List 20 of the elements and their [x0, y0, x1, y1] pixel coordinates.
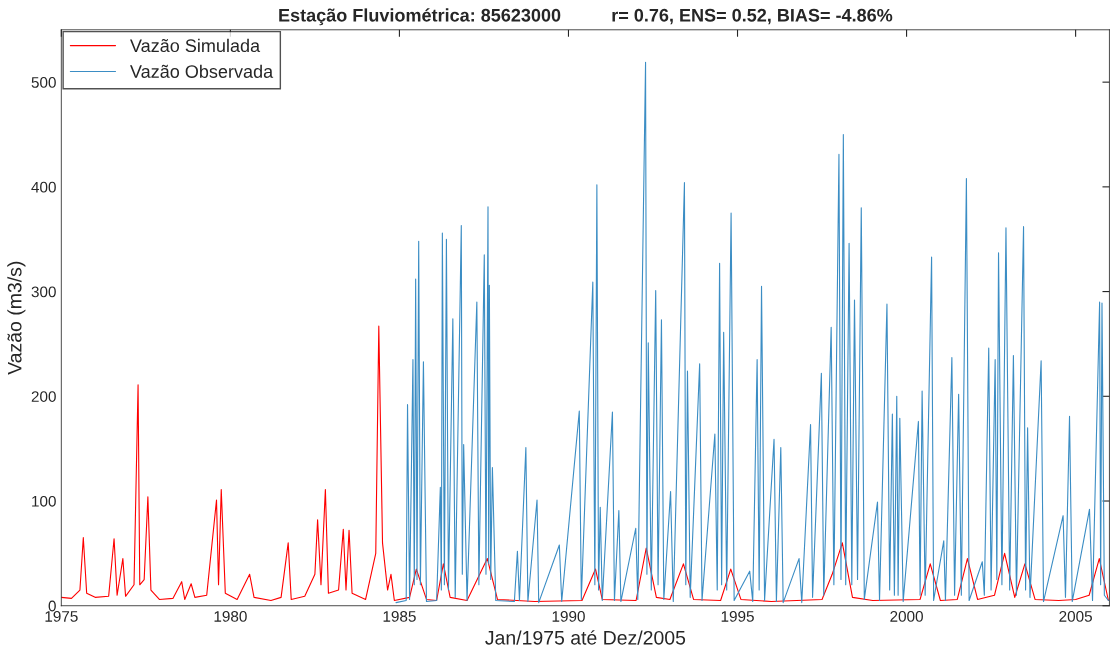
x-tick-label: 1985 — [383, 610, 416, 622]
line-series — [395, 61, 1109, 604]
x-axis-title: Jan/1975 até Dez/2005 — [485, 630, 686, 645]
y-tick-label: 300 — [31, 286, 56, 298]
y-tick-label: 200 — [31, 391, 56, 402]
x-tick-label: 2000 — [890, 610, 923, 622]
x-tick-label: 1980 — [214, 610, 247, 622]
y-tick-label: 400 — [31, 181, 56, 193]
x-tick-label: 1995 — [721, 610, 754, 622]
legend-label: Vazão Observada — [130, 64, 274, 78]
y-tick-label: 0 — [48, 600, 56, 612]
chart-title: Estação Fluviométrica: 85623000 r= 0.76, ENS= 0.52, BIAS= -4.86% — [279, 8, 893, 26]
x-tick-label: 1990 — [552, 610, 585, 622]
y-tick-label: 100 — [32, 495, 56, 507]
y-tick-label: 500 — [31, 77, 56, 88]
legend-label: Vazão Simulada — [130, 38, 261, 53]
y-axis-title: Vazão (m3/s) — [7, 261, 26, 375]
x-tick-label: 1975 — [45, 610, 78, 622]
line-series — [61, 325, 1109, 603]
x-tick-label: 2005 — [1059, 610, 1092, 622]
